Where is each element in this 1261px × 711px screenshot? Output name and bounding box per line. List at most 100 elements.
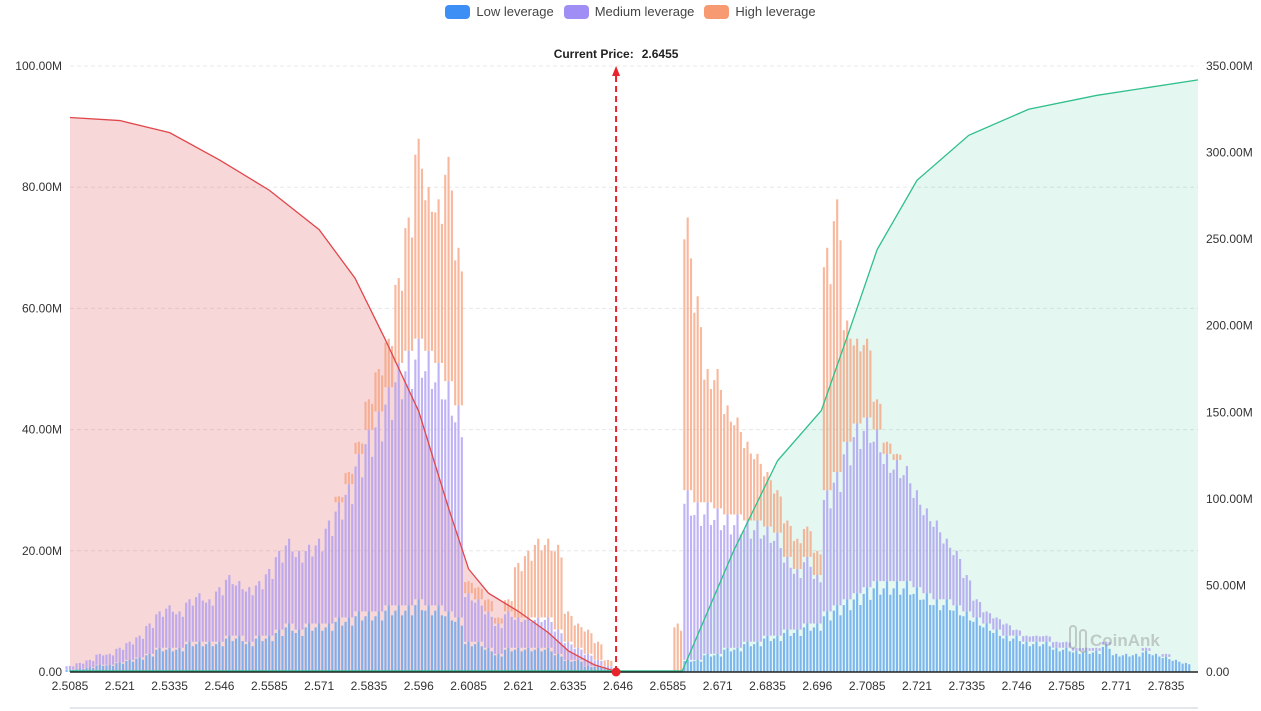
bar-medium-leverage xyxy=(959,558,962,606)
bar-low-leverage xyxy=(1075,650,1078,672)
bar-medium-leverage xyxy=(713,520,716,654)
bar-low-leverage xyxy=(354,616,357,672)
bar-medium-leverage xyxy=(939,532,942,600)
bar-high-leverage xyxy=(474,588,477,600)
bar-high-leverage xyxy=(550,550,553,618)
bar-medium-leverage xyxy=(796,568,799,630)
bar-low-leverage xyxy=(826,611,829,672)
bar-high-leverage xyxy=(540,550,543,618)
bar-low-leverage xyxy=(567,659,570,672)
bar-low-leverage xyxy=(447,611,450,672)
bar-low-leverage xyxy=(537,647,540,672)
bar-medium-leverage xyxy=(806,556,809,624)
legend-item-low[interactable]: Low leverage xyxy=(445,4,554,19)
x-tick-label: 2.771 xyxy=(1101,679,1131,693)
bar-low-leverage xyxy=(819,630,822,672)
bar-medium-leverage xyxy=(819,582,822,624)
bar-high-leverage xyxy=(410,237,414,351)
legend-item-medium[interactable]: Medium leverage xyxy=(563,4,694,19)
bar-medium-leverage xyxy=(756,520,759,642)
bar-low-leverage xyxy=(503,649,507,672)
bar-high-leverage xyxy=(404,228,407,351)
bar-low-leverage xyxy=(221,646,224,672)
bar-low-leverage xyxy=(1115,653,1118,672)
bar-low-leverage xyxy=(1188,664,1191,672)
bar-medium-leverage xyxy=(181,616,184,648)
bar-medium-leverage xyxy=(205,602,208,642)
legend-swatch-high xyxy=(704,4,730,19)
bar-low-leverage xyxy=(726,647,729,672)
bar-medium-leverage xyxy=(763,535,766,636)
x-tick-label: 2.746 xyxy=(1002,679,1032,693)
bar-medium-leverage xyxy=(543,619,546,648)
bar-low-leverage xyxy=(716,653,719,672)
bar-medium-leverage xyxy=(1161,654,1164,657)
bar-low-leverage xyxy=(872,588,875,672)
bar-medium-leverage xyxy=(307,544,311,624)
watermark-text: CoinAnk xyxy=(1090,631,1160,650)
legend-item-high[interactable]: High leverage xyxy=(704,4,816,19)
bar-high-leverage xyxy=(686,217,689,491)
bar-low-leverage xyxy=(1091,652,1094,672)
bar-low-leverage xyxy=(779,641,782,672)
bar-medium-leverage xyxy=(537,617,540,648)
y-left-tick-label: 20.00M xyxy=(22,544,62,558)
bar-medium-leverage xyxy=(258,581,261,636)
bar-medium-leverage xyxy=(719,530,722,654)
bar-high-leverage xyxy=(683,239,686,491)
bar-low-leverage xyxy=(357,611,360,672)
bar-low-leverage xyxy=(852,599,855,672)
bar-low-leverage xyxy=(454,621,457,672)
bar-medium-leverage xyxy=(949,547,952,600)
bar-medium-leverage xyxy=(1081,648,1085,651)
y-left-tick-label: 40.00M xyxy=(22,423,62,437)
bar-high-leverage xyxy=(796,538,799,569)
bar-low-leverage xyxy=(1184,662,1188,672)
bar-low-leverage xyxy=(1042,644,1045,672)
bar-low-leverage xyxy=(298,629,301,672)
bar-low-leverage xyxy=(394,610,397,672)
bar-medium-leverage xyxy=(238,581,241,636)
bar-medium-leverage xyxy=(1028,636,1031,642)
bar-medium-leverage xyxy=(972,600,975,618)
bar-low-leverage xyxy=(523,649,527,672)
bar-medium-leverage xyxy=(271,578,274,636)
bar-low-leverage xyxy=(128,659,131,672)
bar-medium-leverage xyxy=(288,538,291,624)
bar-low-leverage xyxy=(241,641,244,672)
bar-medium-leverage xyxy=(121,649,125,663)
bar-low-leverage xyxy=(344,621,347,672)
bar-low-leverage xyxy=(145,655,148,672)
bar-medium-leverage xyxy=(1005,623,1008,636)
bar-high-leverage xyxy=(600,644,603,660)
bar-medium-leverage xyxy=(749,538,752,642)
bar-low-leverage xyxy=(474,644,477,672)
bar-medium-leverage xyxy=(739,534,742,648)
bar-medium-leverage xyxy=(168,605,171,648)
bar-medium-leverage xyxy=(1058,642,1061,648)
bar-low-leverage xyxy=(161,651,164,672)
bar-high-leverage xyxy=(351,473,354,485)
bar-medium-leverage xyxy=(347,484,350,618)
bar-medium-leverage xyxy=(1012,630,1015,636)
bar-medium-leverage xyxy=(155,614,158,648)
bar-medium-leverage xyxy=(218,587,221,642)
bar-medium-leverage xyxy=(484,614,487,648)
bar-high-leverage xyxy=(759,463,762,521)
bar-low-leverage xyxy=(782,632,786,672)
bar-low-leverage xyxy=(211,646,214,672)
bar-high-leverage xyxy=(533,544,536,618)
bar-low-leverage xyxy=(839,615,842,672)
bar-low-leverage xyxy=(527,647,530,672)
bar-low-leverage xyxy=(866,587,869,672)
bar-low-leverage xyxy=(922,599,925,672)
y-left-tick-label: 100.00M xyxy=(15,59,62,73)
bar-high-leverage xyxy=(444,174,447,382)
bar-high-leverage xyxy=(377,369,380,412)
bar-medium-leverage xyxy=(726,514,729,648)
bar-medium-leverage xyxy=(211,605,214,642)
x-tick-label: 2.5335 xyxy=(151,679,188,693)
bar-medium-leverage xyxy=(872,441,875,582)
bar-low-leverage xyxy=(238,635,241,672)
bar-low-leverage xyxy=(543,649,546,672)
